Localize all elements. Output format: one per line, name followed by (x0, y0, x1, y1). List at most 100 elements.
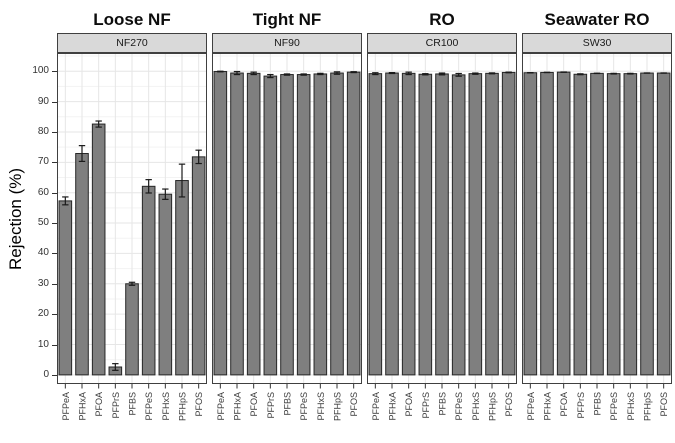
plot-area: PFPeA PFHxA PFOA PFPrS PFBS PFPeS PFHxS PFHpS PF… (57, 53, 207, 421)
x-tick-label: PFHxA (543, 392, 553, 421)
facet-title: Seawater RO (544, 10, 650, 29)
bar (401, 72, 416, 376)
y-tick-mark (52, 283, 57, 285)
y-tick-label: 10 (37, 338, 49, 350)
facet-strip: NF270 (57, 33, 207, 53)
x-tick-label: PFHpS (178, 392, 188, 421)
bar (501, 71, 516, 376)
x-tick-label: PFBS (283, 392, 293, 416)
bar (385, 72, 399, 376)
bar (213, 71, 228, 376)
facet-panel: RO CR100 PFPeA PFHxA PFOA PFPrS PFBS PFPeS PFHxS… (367, 8, 517, 443)
bar (263, 75, 278, 376)
bar (158, 193, 173, 376)
x-tick-label: PFBS (593, 392, 603, 416)
x-tick-label: PFOA (559, 392, 569, 417)
x-tick-label: PFHpS (333, 392, 343, 421)
bar (656, 72, 671, 376)
y-tick-mark (52, 162, 57, 164)
x-tick-label: PFHxA (78, 392, 88, 421)
y-tick-label: 20 (37, 308, 49, 320)
y-tick-label: 60 (37, 186, 49, 198)
x-tick-label: PFPeA (61, 392, 71, 421)
bar (590, 72, 604, 376)
bar (280, 74, 294, 376)
y-tick-label: 100 (32, 65, 49, 77)
panel-border (57, 53, 207, 384)
bar (573, 73, 588, 376)
x-tick-label: PFPeS (609, 392, 619, 421)
x-tick-label: PFBS (438, 392, 448, 416)
bar (451, 74, 466, 376)
x-tick-label: PFOA (249, 392, 259, 417)
bar (368, 73, 383, 376)
plot-area: PFPeA PFHxA PFOA PFPrS PFBS PFPeS PFHxS PFHpS PF… (367, 53, 517, 421)
y-tick-mark (52, 223, 57, 225)
x-tick-label: PFHxS (471, 392, 481, 421)
bar (346, 71, 361, 376)
bar (125, 283, 139, 376)
y-tick-mark (52, 101, 57, 103)
x-tick-label: PFHxS (161, 392, 171, 421)
x-tick-label: PFPeA (371, 392, 381, 421)
plot-area: PFPeA PFHxA PFOA PFPrS PFBS PFPeS PFHxS PFHpS PF… (522, 53, 672, 421)
bar (230, 72, 244, 376)
x-tick-label: PFBS (128, 392, 138, 416)
x-tick-label: PFPrS (576, 392, 586, 419)
facet-strip-label: SW30 (582, 37, 612, 49)
y-tick-label: 50 (37, 217, 49, 229)
facet-panel: Tight NF NF90 PFPeA PFHxA PFOA PFPrS PFBS PFPeS… (212, 8, 362, 443)
x-tick-label: PFOS (659, 392, 669, 417)
bar (330, 72, 344, 376)
y-tick-label: 70 (37, 156, 49, 168)
x-tick-label: PFPeA (526, 392, 536, 421)
bar (640, 72, 654, 376)
facet-strip-label: CR100 (425, 37, 459, 49)
facet-strip: SW30 (522, 33, 672, 53)
x-tick-label: PFHpS (488, 392, 498, 421)
x-tick-label: PFOA (94, 392, 104, 417)
bar (296, 74, 311, 376)
bar (435, 73, 449, 376)
x-tick-label: PFOS (349, 392, 359, 417)
bar (91, 123, 106, 376)
x-tick-label: PFPeA (216, 392, 226, 421)
panel-border (367, 53, 517, 384)
bar (556, 71, 571, 376)
bar (246, 72, 261, 376)
y-tick-label: 0 (43, 368, 49, 380)
y-tick-label: 80 (37, 125, 49, 137)
bar (58, 200, 73, 376)
x-tick-label: PFPrS (266, 392, 276, 419)
bar (485, 72, 499, 376)
facet-strip: CR100 (367, 33, 517, 53)
x-tick-label: PFPeS (299, 392, 309, 421)
facet-strip-label: NF90 (274, 37, 300, 49)
x-tick-label: PFHxS (316, 392, 326, 421)
bar (75, 153, 89, 376)
panel-border (522, 53, 672, 384)
y-tick-mark (52, 192, 57, 194)
y-tick-label: 30 (37, 277, 49, 289)
facet-title: Tight NF (252, 10, 322, 29)
x-tick-label: PFPrS (111, 392, 121, 419)
y-tick-mark (52, 344, 57, 346)
x-tick-label: PFHxS (626, 392, 636, 421)
y-tick-mark (52, 71, 57, 73)
facet-title: Loose NF (93, 10, 171, 29)
x-tick-label: PFOS (194, 392, 204, 417)
x-tick-label: PFPrS (421, 392, 431, 419)
bar (623, 73, 638, 376)
facet-title: RO (429, 10, 455, 29)
x-tick-label: PFPeS (144, 392, 154, 421)
y-tick-label: 90 (37, 95, 49, 107)
x-tick-label: PFHpS (643, 392, 653, 421)
facet-panel: Loose NF NF270 PFPeA PFHxA PFOA PFPrS PFBS PFPe… (57, 8, 207, 443)
bar (523, 72, 538, 376)
plot-area: PFPeA PFHxA PFOA PFPrS PFBS PFPeS PFHxS PFHpS PF… (212, 53, 362, 421)
bar (175, 180, 189, 376)
bar (468, 73, 483, 376)
bar (313, 73, 328, 376)
x-tick-label: PFOA (404, 392, 414, 417)
